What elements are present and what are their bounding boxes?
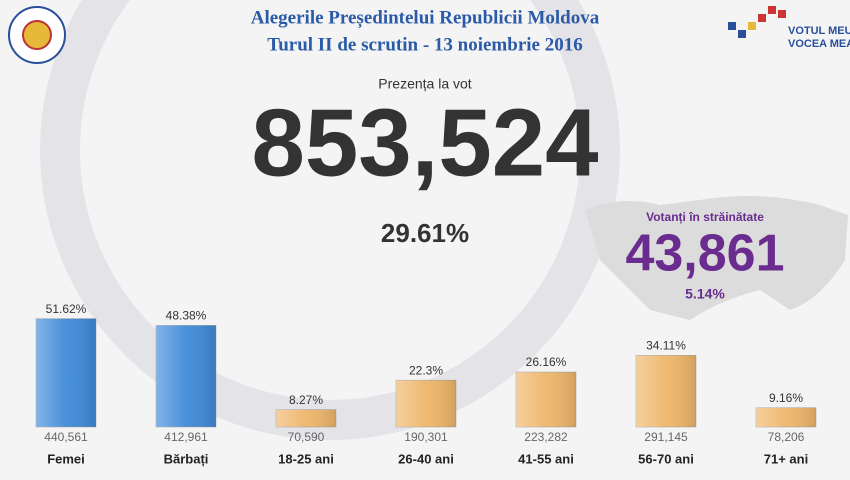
value-label: 8.27% — [289, 393, 323, 407]
title: Alegerile Președintelui Republicii Moldo… — [251, 7, 600, 28]
abroad-percent: 5.14% — [685, 286, 725, 302]
bar-shine — [756, 407, 816, 427]
campaign-logo-icon — [728, 6, 786, 38]
bar-shine — [276, 409, 336, 427]
logo-text: VOCEA MEA! — [788, 38, 850, 50]
logo-text: VOTUL MEU, — [788, 25, 850, 37]
value-label: 22.3% — [409, 363, 443, 377]
category-label: Femei — [47, 451, 85, 466]
bar-shine — [36, 318, 96, 427]
bar-shine — [156, 325, 216, 427]
value-label: 48.38% — [166, 309, 207, 323]
world-map — [585, 196, 848, 320]
bar-shine — [396, 380, 456, 427]
turnout-label: Prezența la vot — [378, 76, 471, 92]
bar-chart: 51.62% 440,561 Femei 48.38% 412,961 Bărbați 8.… — [35, 302, 817, 466]
count-label: 412,961 — [164, 430, 208, 444]
watermark-seal — [40, 0, 620, 440]
category-label: 26-40 ani — [398, 451, 454, 466]
count-label: 440,561 — [44, 430, 88, 444]
category-label: Bărbați — [164, 451, 209, 466]
count-label: 223,282 — [524, 430, 568, 444]
category-label: 18-25 ani — [278, 451, 334, 466]
count-label: 190,301 — [404, 430, 448, 444]
cec-logo-emblem — [22, 20, 52, 50]
category-label: 56-70 ani — [638, 451, 694, 466]
turnout-percent: 29.61% — [381, 218, 469, 248]
category-label: 71+ ani — [764, 451, 808, 466]
abroad-label: Votanți în străinătate — [646, 210, 764, 224]
category-label: 41-55 ani — [518, 451, 574, 466]
bar-shine — [636, 355, 696, 427]
abroad-total: 43,861 — [625, 225, 784, 283]
value-label: 9.16% — [769, 391, 803, 405]
count-label: 78,206 — [768, 430, 805, 444]
value-label: 51.62% — [46, 302, 87, 316]
turnout-total: 853,524 — [251, 89, 598, 196]
count-label: 291,145 — [644, 430, 688, 444]
count-label: 70,590 — [288, 430, 325, 444]
value-label: 34.11% — [646, 339, 686, 353]
value-label: 26.16% — [526, 355, 567, 369]
subtitle: Turul II de scrutin - 13 noiembrie 2016 — [267, 34, 582, 55]
bar-shine — [516, 372, 576, 427]
